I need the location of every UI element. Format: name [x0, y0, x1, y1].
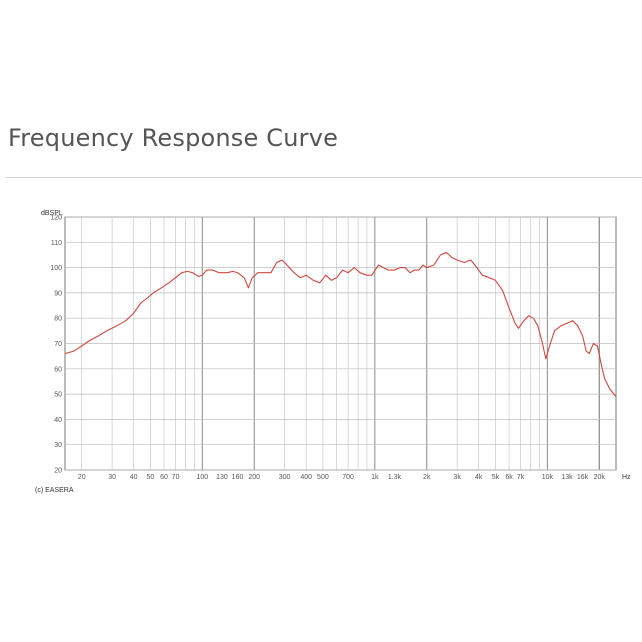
x-tick-label: 20k	[594, 474, 606, 481]
x-tick-label: 10k	[542, 474, 554, 481]
x-tick-label: 60	[160, 474, 168, 481]
y-tick-label: 110	[51, 240, 62, 247]
x-tick-label: 7k	[517, 474, 525, 481]
y-tick-label: 120	[50, 215, 62, 222]
y-tick-label: 100	[50, 265, 62, 272]
x-tick-label: 5k	[492, 474, 500, 481]
x-tick-label: 40	[130, 474, 138, 481]
response-curve	[64, 251, 617, 397]
y-tick-label: 60	[54, 366, 62, 373]
y-tick-label: 90	[54, 290, 62, 297]
y-axis-unit-label: dBSPL	[41, 210, 63, 217]
x-tick-label: 20	[78, 474, 86, 481]
x-axis-unit-label: Hz	[622, 474, 631, 481]
y-tick-label: 80	[54, 316, 62, 323]
x-tick-label: 1.3k	[388, 474, 402, 481]
chart-curves	[64, 251, 617, 397]
x-tick-label: 50	[146, 474, 154, 481]
x-tick-label: 30	[108, 474, 116, 481]
y-tick-label: 20	[54, 468, 62, 475]
x-tick-label: 130	[216, 474, 228, 481]
x-tick-label: 16k	[577, 474, 589, 481]
y-tick-label: 40	[54, 417, 62, 424]
y-tick-label: 50	[54, 392, 62, 399]
x-tick-label: 2k	[423, 474, 431, 481]
x-tick-label: 3k	[453, 474, 461, 481]
x-tick-label: 700	[342, 474, 354, 481]
x-tick-label: 400	[300, 474, 312, 481]
x-tick-label: 500	[317, 474, 329, 481]
y-tick-label: 30	[54, 442, 62, 449]
frequency-response-chart: 20 30 40 50 60 70 80 90 100 110 120 20 30 40 50 60 70 100…	[35, 210, 631, 494]
x-tick-label: 4k	[475, 474, 483, 481]
chart-grid	[64, 216, 617, 471]
x-tick-label: 1k	[371, 474, 379, 481]
x-tick-label: 6k	[505, 474, 513, 481]
page-title: Frequency Response Curve	[8, 124, 339, 152]
chart-labels: 20 30 40 50 60 70 80 90 100 110 120 20 30 40 50 60 70 100…	[50, 215, 605, 482]
x-tick-label: 300	[279, 474, 291, 481]
y-tick-label: 70	[54, 341, 62, 348]
copyright-label: (c) EASERA	[35, 487, 74, 494]
title-divider	[6, 177, 642, 178]
x-tick-label: 13k	[561, 474, 573, 481]
x-tick-label: 160	[232, 474, 244, 481]
x-tick-label: 70	[172, 474, 180, 481]
x-tick-label: 200	[248, 474, 260, 481]
x-tick-label: 100	[196, 474, 208, 481]
